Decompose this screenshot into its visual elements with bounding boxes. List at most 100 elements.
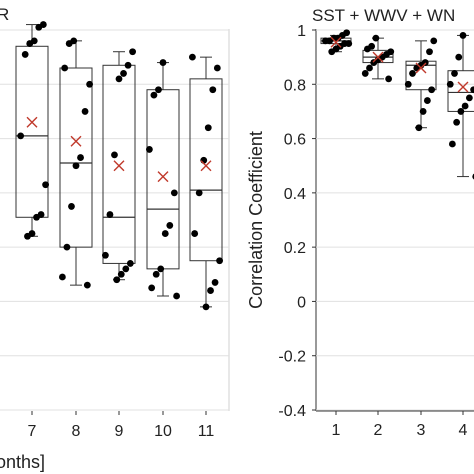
data-point <box>372 34 380 42</box>
right-x-tick-label: 3 <box>417 422 426 439</box>
data-point <box>126 260 134 267</box>
data-point <box>385 75 393 83</box>
data-point <box>328 48 336 56</box>
data-point <box>426 48 433 56</box>
right-x-tick-labels: 1 2 3 4 <box>332 411 468 439</box>
data-point <box>86 80 93 88</box>
data-point <box>428 86 436 94</box>
data-point <box>72 162 80 170</box>
data-point <box>35 23 43 31</box>
left-x-tick-label: 8 <box>72 423 81 440</box>
data-point <box>166 222 174 229</box>
data-point <box>370 59 378 66</box>
data-point <box>146 146 153 153</box>
data-point <box>202 303 210 311</box>
left-gridlines <box>0 29 229 411</box>
data-point <box>24 232 31 240</box>
left-x-axis-label: onths] <box>0 452 45 472</box>
data-point <box>173 292 181 300</box>
data-point <box>209 86 217 94</box>
data-point <box>321 37 329 45</box>
data-point <box>409 70 416 77</box>
right-y-tick-label: 0 <box>297 294 306 311</box>
right-y-tick-label: 1 <box>297 23 306 40</box>
data-point <box>42 181 49 189</box>
data-point <box>216 257 224 265</box>
data-point <box>129 48 137 56</box>
data-point <box>204 124 212 132</box>
left-box-7 <box>15 21 49 240</box>
data-point <box>61 64 69 72</box>
left-boxes <box>15 21 224 311</box>
right-chart-panel: 1 0.8 0.6 0.4 0.2 0 -0.2 -0.4 1 2 3 4 SST + WWV + … <box>246 6 474 439</box>
data-point <box>470 86 474 94</box>
mean-marker <box>372 51 384 63</box>
right-box-2 <box>361 34 395 83</box>
data-point <box>111 151 118 159</box>
data-point <box>68 203 75 210</box>
data-point <box>81 108 89 115</box>
box-iqr <box>59 67 93 248</box>
data-point <box>157 265 165 273</box>
right-y-axis-label: Correlation Coefficient <box>246 131 266 309</box>
data-point <box>17 132 25 140</box>
left-box-11 <box>189 53 224 311</box>
data-point <box>152 270 160 278</box>
right-box-1 <box>320 29 353 56</box>
data-point <box>457 108 465 115</box>
left-box-10 <box>146 59 181 300</box>
box-iqr <box>102 64 136 264</box>
left-x-tick-label: 10 <box>154 423 172 440</box>
box-iqr <box>189 78 223 262</box>
data-point <box>465 94 473 102</box>
data-point <box>63 243 71 251</box>
data-point <box>213 64 221 72</box>
mean-marker <box>113 160 125 172</box>
data-point <box>115 75 123 83</box>
mean-marker <box>70 135 82 147</box>
data-point <box>415 124 423 132</box>
mean-marker <box>457 81 469 93</box>
right-y-tick-labels: 1 0.8 0.6 0.4 0.2 0 -0.2 -0.4 <box>278 23 316 420</box>
data-point <box>117 270 125 278</box>
data-point <box>150 91 158 99</box>
data-point <box>65 40 73 47</box>
data-point <box>77 154 84 161</box>
right-y-tick-label: 0.8 <box>284 77 306 94</box>
left-x-tick-label: 11 <box>198 423 215 440</box>
data-point <box>419 108 427 115</box>
data-point <box>113 276 121 284</box>
data-point <box>26 40 34 47</box>
left-box-9 <box>102 48 137 284</box>
data-point <box>191 230 199 237</box>
right-box-4 <box>446 32 474 180</box>
data-point <box>21 51 29 58</box>
left-x-tick-label: 7 <box>28 423 37 440</box>
data-point <box>33 213 40 221</box>
right-x-tick-label: 4 <box>459 422 468 439</box>
right-x-tick-label: 2 <box>374 422 383 439</box>
left-chart-title: R <box>0 5 9 24</box>
mean-marker <box>330 36 342 48</box>
data-point <box>423 97 431 104</box>
left-chart-panel: 7 8 9 10 11 R onths] <box>0 5 230 472</box>
mean-marker <box>157 171 169 183</box>
data-point <box>430 37 438 45</box>
box-iqr <box>447 70 474 112</box>
right-boxes <box>320 29 474 180</box>
box-iqr <box>146 89 180 270</box>
data-point <box>363 45 371 53</box>
data-point <box>448 140 456 148</box>
data-point <box>455 53 463 61</box>
data-point <box>211 279 219 286</box>
data-point <box>161 230 169 237</box>
data-point <box>59 273 66 281</box>
data-point <box>195 189 203 197</box>
left-x-tick-label: 9 <box>115 423 124 440</box>
right-box-3 <box>404 37 438 132</box>
data-point <box>83 281 91 289</box>
mean-marker <box>26 116 38 128</box>
data-point <box>446 80 454 88</box>
data-point <box>159 59 167 66</box>
